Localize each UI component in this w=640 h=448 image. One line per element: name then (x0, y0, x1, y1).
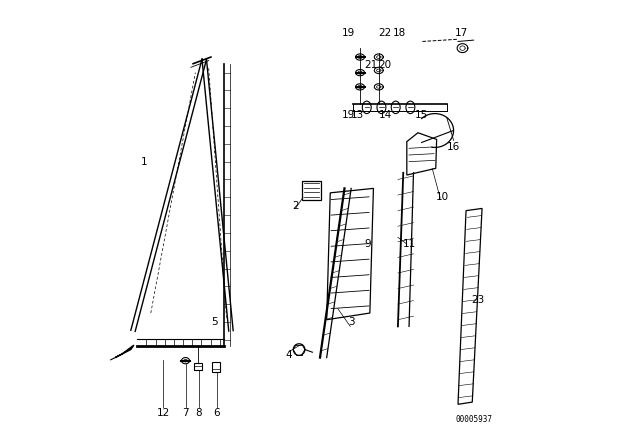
Text: 8: 8 (196, 408, 202, 418)
Text: 17: 17 (455, 28, 468, 39)
Ellipse shape (406, 101, 415, 114)
Text: 19: 19 (341, 110, 355, 120)
FancyBboxPatch shape (212, 362, 220, 372)
FancyBboxPatch shape (302, 181, 321, 199)
Text: 13: 13 (350, 110, 364, 120)
Text: 12: 12 (157, 408, 170, 418)
Polygon shape (458, 208, 482, 404)
Text: 2: 2 (292, 201, 299, 211)
Text: 23: 23 (472, 295, 484, 305)
Text: 18: 18 (392, 28, 406, 39)
Text: 19: 19 (341, 28, 355, 39)
Text: 15: 15 (415, 110, 428, 120)
Text: 5: 5 (211, 317, 218, 327)
Text: 00005937: 00005937 (455, 414, 492, 423)
FancyBboxPatch shape (195, 363, 202, 370)
Ellipse shape (362, 101, 371, 114)
Polygon shape (115, 345, 134, 358)
Text: 4: 4 (285, 350, 292, 360)
Text: 16: 16 (447, 142, 460, 152)
Polygon shape (326, 188, 373, 320)
Ellipse shape (377, 101, 386, 114)
Text: 3: 3 (348, 317, 355, 327)
Text: 1: 1 (141, 157, 147, 167)
Text: 11: 11 (403, 239, 415, 249)
Polygon shape (407, 133, 436, 175)
Text: 6: 6 (213, 408, 220, 418)
Text: 20: 20 (378, 60, 391, 69)
Text: 7: 7 (182, 408, 189, 418)
Text: 21: 21 (364, 60, 378, 69)
Text: 22: 22 (378, 28, 391, 39)
Ellipse shape (391, 101, 400, 114)
Text: 9: 9 (365, 239, 371, 249)
Text: 14: 14 (380, 110, 392, 120)
Text: 10: 10 (436, 192, 449, 202)
